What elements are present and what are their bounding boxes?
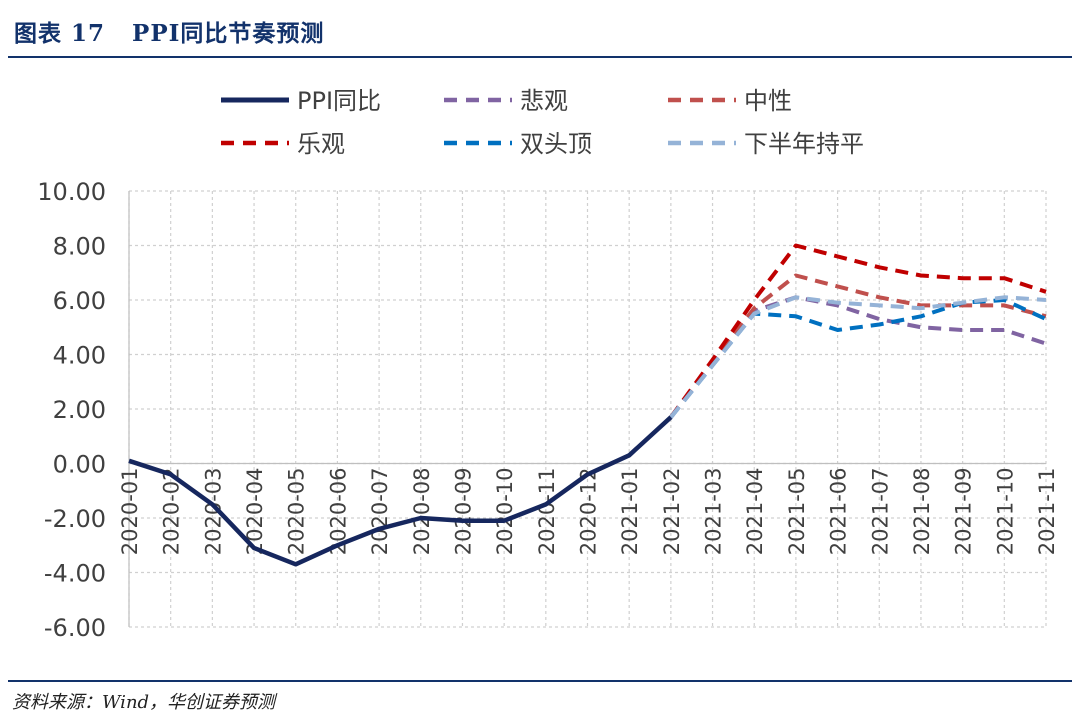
y-tick-label: -6.00 <box>44 614 106 642</box>
legend-label-flat-h2: 下半年持平 <box>744 130 864 158</box>
figure-title-text: PPI同比节奏预测 <box>132 20 325 47</box>
x-tick-label: 2020-05 <box>285 468 309 556</box>
legend-label-optimistic: 乐观 <box>297 130 345 158</box>
y-tick-label: 4.00 <box>53 342 106 370</box>
y-tick-label: 2.00 <box>53 396 106 424</box>
chart-grid <box>128 190 1047 628</box>
x-tick-label: 2021-10 <box>993 468 1017 556</box>
series-line-neutral <box>669 273 1047 419</box>
x-tick-label: 2021-04 <box>743 468 767 556</box>
y-tick-label: 6.00 <box>53 287 106 315</box>
x-tick-label: 2020-01 <box>118 468 142 556</box>
x-tick-label: 2021-07 <box>868 468 892 556</box>
figure-label: 图表 17 <box>14 20 106 47</box>
x-axis: 2020-01 2020-02 2020-03 2020-04 2020-05 2020-… <box>118 462 1059 556</box>
x-tick-label: 2020-10 <box>493 468 517 556</box>
chart-series <box>128 243 1047 567</box>
x-tick-label: 2021-11 <box>1035 468 1059 556</box>
y-tick-label: -4.00 <box>44 560 106 588</box>
x-tick-label: 2020-07 <box>368 468 392 556</box>
y-tick-label: 8.00 <box>53 233 106 261</box>
series-line-flat-h2 <box>669 295 1047 419</box>
x-tick-label: 2021-09 <box>952 468 976 556</box>
y-tick-label: 10.00 <box>37 178 106 206</box>
x-tick-label: 2021-01 <box>618 468 642 556</box>
series-line-actual <box>128 415 673 567</box>
x-tick-label: 2021-03 <box>702 468 726 556</box>
x-tick-label: 2021-02 <box>660 468 684 556</box>
series-line-optimistic <box>669 243 1047 419</box>
x-tick-label: 2020-11 <box>535 468 559 556</box>
x-tick-label: 2020-09 <box>451 468 475 556</box>
series-line-double-top <box>669 298 1047 419</box>
x-tick-label: 2021-05 <box>785 468 809 556</box>
title-divider <box>8 56 1072 58</box>
y-tick-label: 0.00 <box>53 451 106 479</box>
figure-title: 图表 17 PPI同比节奏预测 <box>14 14 324 48</box>
legend-label-actual: PPI同比 <box>297 87 381 115</box>
y-axis: -6.00 -4.00 -2.00 0.00 2.00 4.00 6.00 8.00 10.00 <box>37 178 130 642</box>
legend-label-pessimistic: 悲观 <box>520 87 568 115</box>
series-line-pessimistic <box>669 295 1047 419</box>
source-note: 资料来源：Wind，华创证券预测 <box>12 692 276 713</box>
x-tick-label: 2020-08 <box>410 468 434 556</box>
x-tick-label: 2021-08 <box>910 468 934 556</box>
source-divider <box>8 680 1072 682</box>
x-tick-label: 2021-06 <box>827 468 851 556</box>
legend-label-neutral: 中性 <box>744 87 792 115</box>
y-tick-label: -2.00 <box>44 505 106 533</box>
legend-label-double-top: 双头顶 <box>520 130 592 158</box>
